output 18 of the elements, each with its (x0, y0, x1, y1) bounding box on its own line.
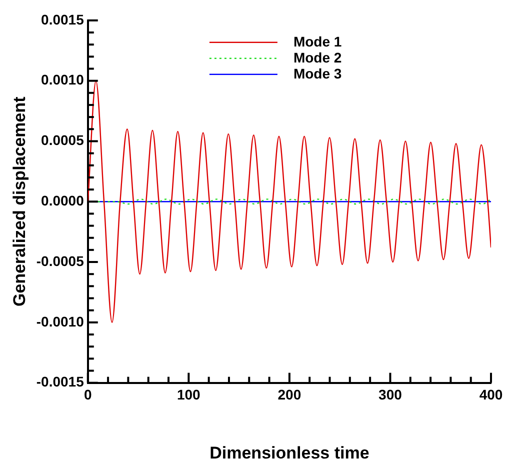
y-tick-label: -0.0015 (36, 374, 84, 390)
legend-label: Mode 3 (293, 65, 342, 82)
x-axis-title: Dimensionless time (210, 443, 370, 462)
x-tick-label: 200 (278, 386, 302, 403)
y-tick-label: -0.0005 (36, 252, 84, 269)
y-tick-label: 0.0015 (41, 11, 84, 28)
y-tick-label: 0.0005 (41, 132, 84, 148)
line-series (88, 80, 491, 323)
legend-label: Mode 1 (293, 33, 342, 50)
x-tick-label: 400 (479, 386, 503, 403)
x-tick-label: 300 (378, 386, 402, 403)
x-tick-label: 0 (84, 386, 92, 403)
legend-label: Mode 2 (293, 49, 342, 66)
y-tick-label: 0.0010 (41, 72, 84, 88)
y-tick-label: -0.0010 (36, 313, 84, 330)
x-tick-label: 100 (176, 386, 201, 403)
y-axis-title: Generalized displacement (10, 96, 29, 306)
y-tick-label: 0.0000 (41, 192, 84, 208)
